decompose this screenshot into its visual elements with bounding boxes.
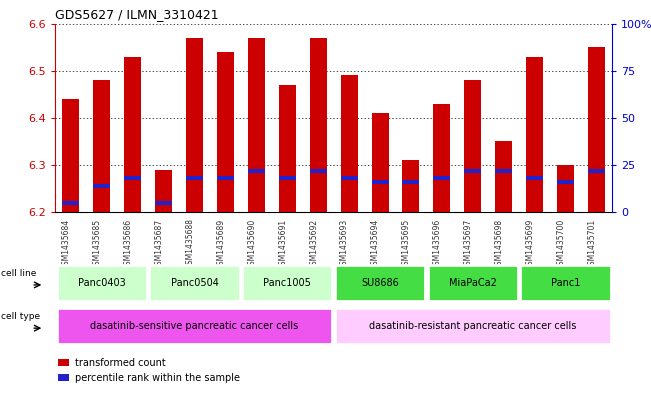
Bar (155, 201, 172, 205)
Bar (526, 176, 543, 180)
Text: transformed count: transformed count (75, 358, 165, 368)
Bar (248, 38, 265, 212)
Bar (248, 169, 265, 173)
Bar (149, 265, 240, 301)
Bar (155, 170, 172, 212)
Bar (217, 52, 234, 212)
Bar (434, 176, 450, 180)
Bar (242, 265, 333, 301)
Bar (57, 265, 147, 301)
Text: cell line: cell line (1, 269, 36, 277)
Text: dasatinib-resistant pancreatic cancer cells: dasatinib-resistant pancreatic cancer ce… (369, 321, 577, 331)
Bar (557, 165, 574, 212)
Bar (402, 160, 419, 212)
Bar (310, 169, 327, 173)
Bar (62, 99, 79, 212)
Bar (279, 176, 296, 180)
Bar (340, 75, 357, 212)
Bar (124, 176, 141, 180)
Bar (93, 80, 110, 212)
Bar (588, 47, 605, 212)
Text: cell type: cell type (1, 312, 40, 321)
Bar (557, 180, 574, 184)
Text: SU8686: SU8686 (361, 278, 399, 288)
Text: dasatinib-sensitive pancreatic cancer cells: dasatinib-sensitive pancreatic cancer ce… (90, 321, 299, 331)
Bar (402, 180, 419, 184)
Bar (124, 57, 141, 212)
Text: Panc0504: Panc0504 (171, 278, 219, 288)
Text: GDS5627 / ILMN_3310421: GDS5627 / ILMN_3310421 (55, 8, 219, 21)
Text: Panc1: Panc1 (551, 278, 580, 288)
Bar (58, 359, 69, 366)
Bar (62, 201, 79, 205)
Bar (186, 176, 203, 180)
Bar (217, 176, 234, 180)
Bar (372, 113, 389, 212)
Bar (93, 184, 110, 188)
Bar (372, 180, 389, 184)
Text: Panc1005: Panc1005 (263, 278, 311, 288)
Bar (310, 38, 327, 212)
Bar (58, 374, 69, 381)
Bar (340, 176, 357, 180)
Text: percentile rank within the sample: percentile rank within the sample (75, 373, 240, 383)
Bar (186, 38, 203, 212)
Bar (434, 104, 450, 212)
Text: Panc0403: Panc0403 (78, 278, 126, 288)
Bar (428, 265, 518, 301)
Bar (495, 169, 512, 173)
Bar (464, 169, 481, 173)
Bar (520, 265, 611, 301)
Bar (526, 57, 543, 212)
Bar (335, 308, 611, 344)
Text: MiaPaCa2: MiaPaCa2 (449, 278, 497, 288)
Bar (495, 141, 512, 212)
Bar (279, 85, 296, 212)
Bar (464, 80, 481, 212)
Bar (57, 308, 333, 344)
Bar (588, 169, 605, 173)
Bar (335, 265, 425, 301)
